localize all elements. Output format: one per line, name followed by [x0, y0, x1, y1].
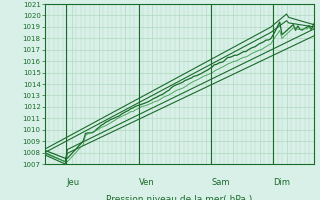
Text: Dim: Dim — [273, 178, 290, 187]
Text: Jeu: Jeu — [66, 178, 79, 187]
Text: Pression niveau de la mer( hPa ): Pression niveau de la mer( hPa ) — [106, 195, 252, 200]
Text: Ven: Ven — [139, 178, 155, 187]
Text: Sam: Sam — [212, 178, 230, 187]
